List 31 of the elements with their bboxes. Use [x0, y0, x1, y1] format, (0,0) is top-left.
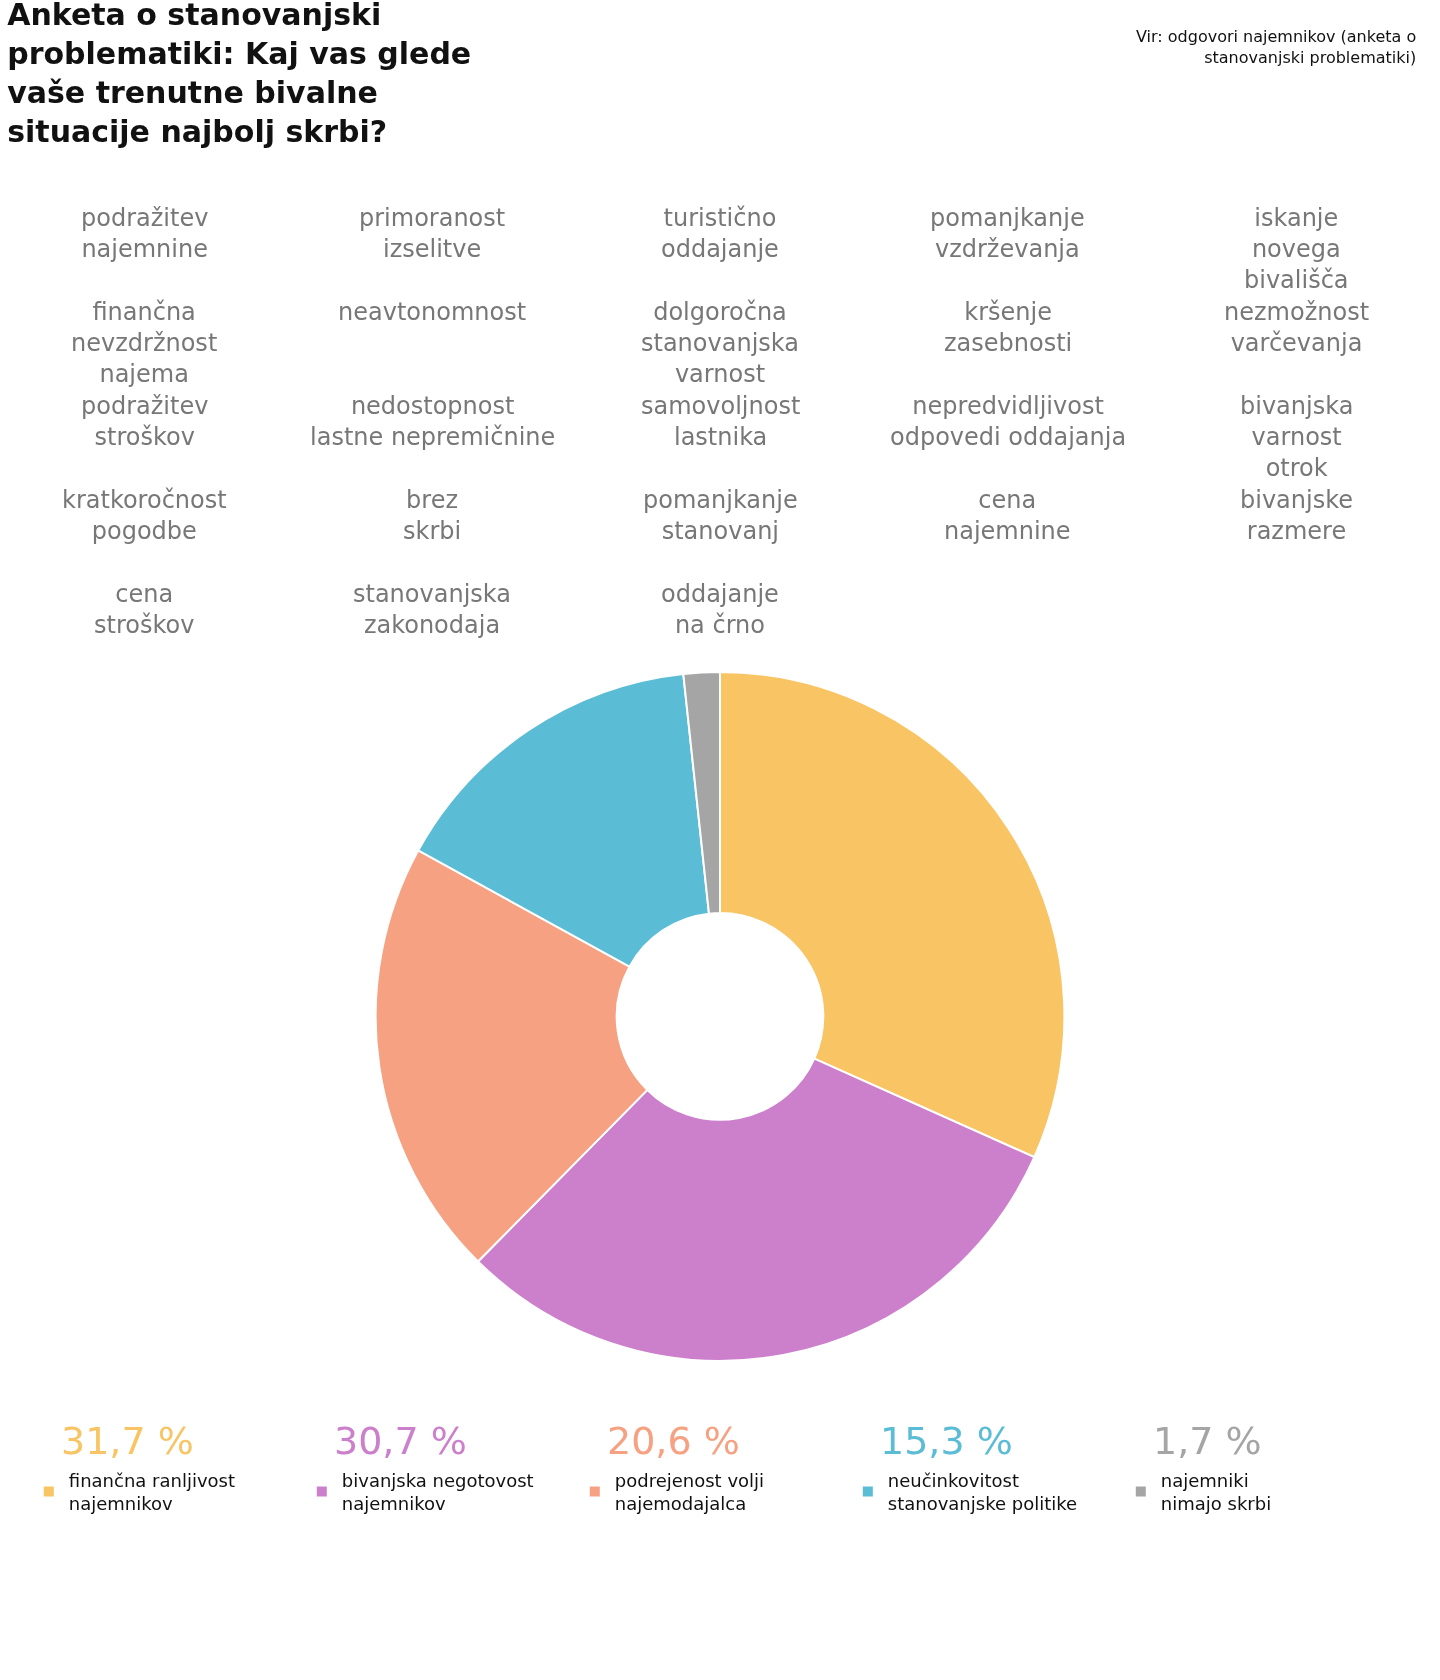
data-label: 30,7 %	[334, 1419, 467, 1463]
chart-title: Anketa o stanovanjski problematiki: Kaj vas glede vaše trenutne bivalne situacije najbolj skrbi?	[7, 0, 472, 150]
text: nedostopnost lastne nepremičnine	[310, 392, 556, 452]
text: kršenje zasebnosti	[944, 298, 1073, 358]
text: neavtonomnost	[338, 298, 527, 326]
text: brez skrbi	[403, 486, 462, 546]
text: nepredvidljivost odpovedi oddajanja	[890, 392, 1127, 452]
text: Vir: odgovori najemnikov (anketa o stanovanjski problematiki)	[1136, 27, 1417, 67]
data-label: 31,7 %	[61, 1419, 194, 1463]
text: samovoljnost lastnika	[641, 392, 801, 452]
text: cena stroškov	[94, 580, 195, 640]
text: primoranost izselitve	[359, 204, 506, 264]
legend-label: bivanjska negotovost najemnikov	[341, 1469, 534, 1515]
data-label: 20,6 %	[607, 1419, 740, 1463]
data-label: 1,7 %	[1153, 1419, 1262, 1463]
legend-label: podrejenost volji najemodajalca	[614, 1469, 765, 1515]
text: pomanjkanje vzdrževanja	[930, 204, 1085, 264]
data-label: 15,3 %	[880, 1419, 1013, 1463]
text: podražitev najemnine	[81, 204, 209, 264]
legend-label: finančna ranljivost najemnikov	[68, 1469, 235, 1515]
text: kratkoročnost pogodbe	[62, 486, 227, 546]
text: nezmožnost varčevanja	[1224, 298, 1370, 358]
text: pomanjkanje stanovanj	[643, 486, 798, 546]
legend-label: neučinkovitost stanovanjske politike	[887, 1469, 1078, 1515]
text: oddajanje na črno	[661, 580, 779, 640]
text: podražitev stroškov	[81, 392, 209, 452]
text: bivanjske razmere	[1240, 486, 1354, 546]
text: turistično oddajanje	[661, 204, 779, 264]
text: cena najemnine	[944, 486, 1071, 546]
text: stanovanjska zakonodaja	[353, 580, 511, 640]
legend-label: najemniki nimajo skrbi	[1160, 1469, 1272, 1515]
